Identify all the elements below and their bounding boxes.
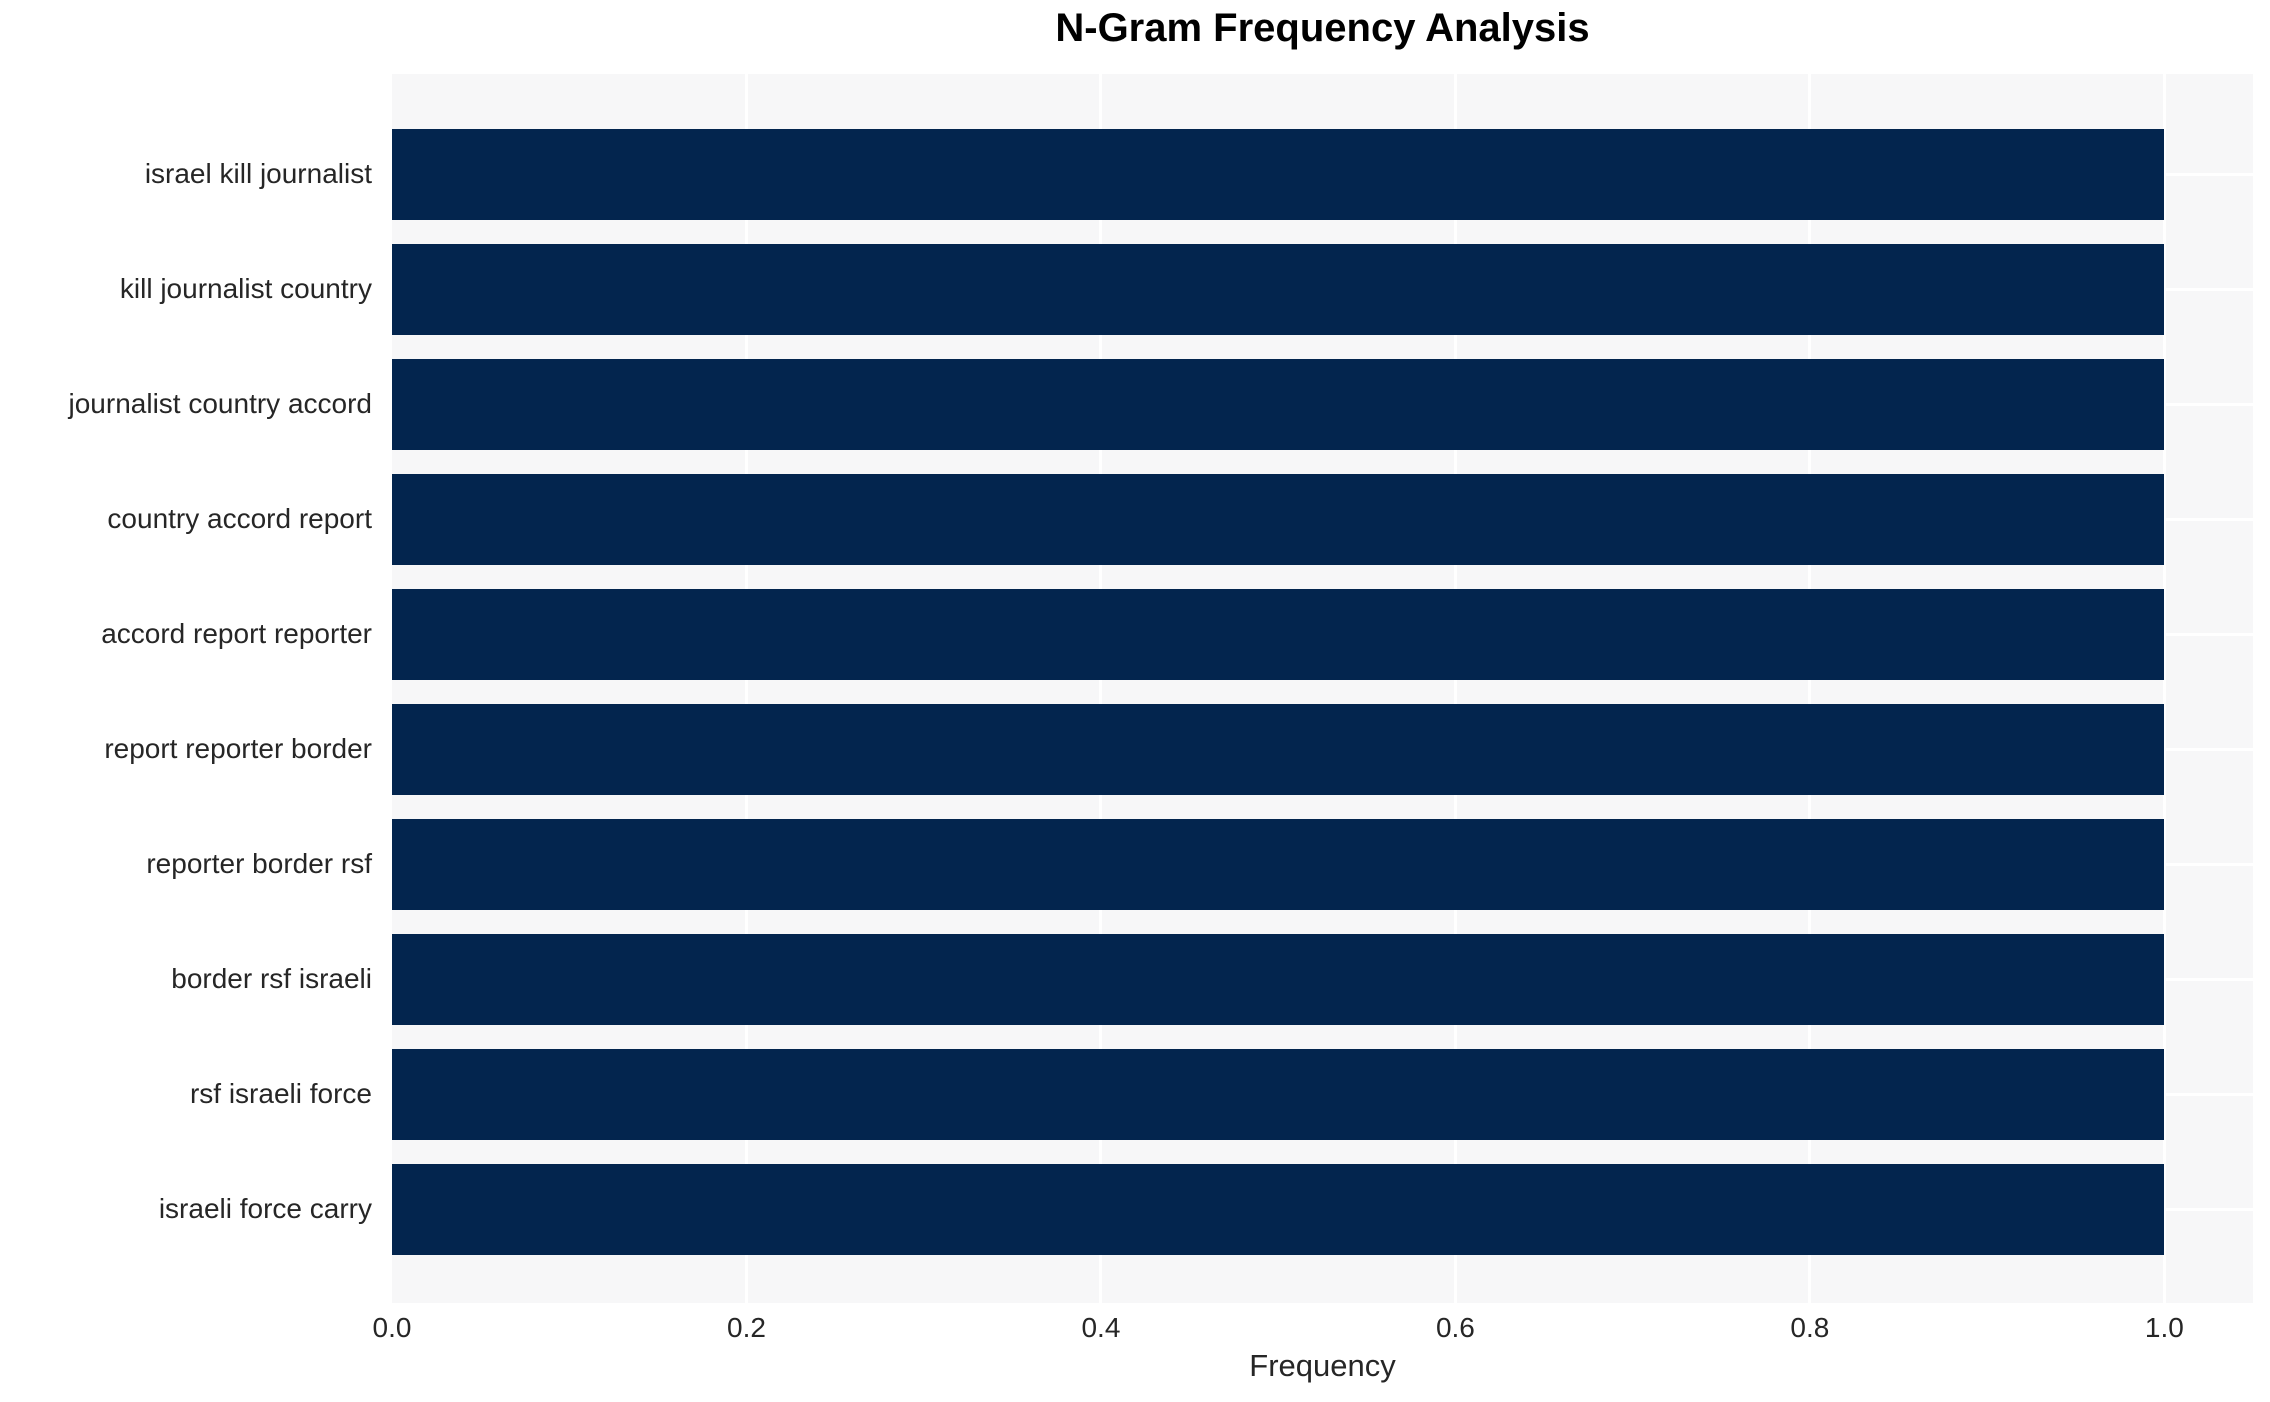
y-tick-label: rsf israeli force [189,1078,372,1109]
x-tick-label: 0.0 [372,1312,412,1343]
y-tick-label: israeli force carry [158,1193,372,1224]
bar-report-reporter-border [392,703,2165,795]
chart-title: N-Gram Frequency Analysis [1055,6,1590,50]
bar-border-rsf-israeli [392,933,2165,1025]
gridline-vertical [1808,74,1812,1303]
y-tick-label: accord report reporter [101,618,372,649]
x-tick-label: 0.4 [1081,1312,1121,1343]
bar-kill-journalist-country [392,243,2165,335]
y-tick-label: report reporter border [104,733,372,764]
bar-country-accord-report [392,473,2165,565]
x-tick-label: 0.6 [1435,1312,1475,1343]
bar-accord-report-reporter [392,588,2165,680]
bar-israeli-force-carry [392,1163,2165,1255]
gridline-vertical [744,74,748,1303]
y-tick-label: journalist country accord [68,388,372,419]
y-tick-label: country accord report [107,503,372,534]
bar-rsf-israeli-force [392,1048,2165,1140]
y-tick-label: border rsf israeli [171,963,372,994]
x-tick-label: 0.2 [727,1312,766,1343]
y-tick-label: reporter border rsf [146,848,372,879]
gridline-vertical [1099,74,1103,1303]
y-tick-label: kill journalist country [119,273,372,304]
x-axis-label: Frequency [1249,1348,1396,1383]
x-tick-label: 1.0 [2144,1312,2184,1343]
plot-area [392,74,2253,1303]
bar-israel-kill-journalist [392,128,2165,220]
gridline-vertical [1453,74,1457,1303]
x-tick-label: 0.8 [1790,1312,1830,1343]
bar-reporter-border-rsf [392,818,2165,910]
gridline-vertical [2162,74,2166,1303]
y-tick-label: israel kill journalist [144,158,372,189]
bar-journalist-country-accord [392,358,2165,450]
